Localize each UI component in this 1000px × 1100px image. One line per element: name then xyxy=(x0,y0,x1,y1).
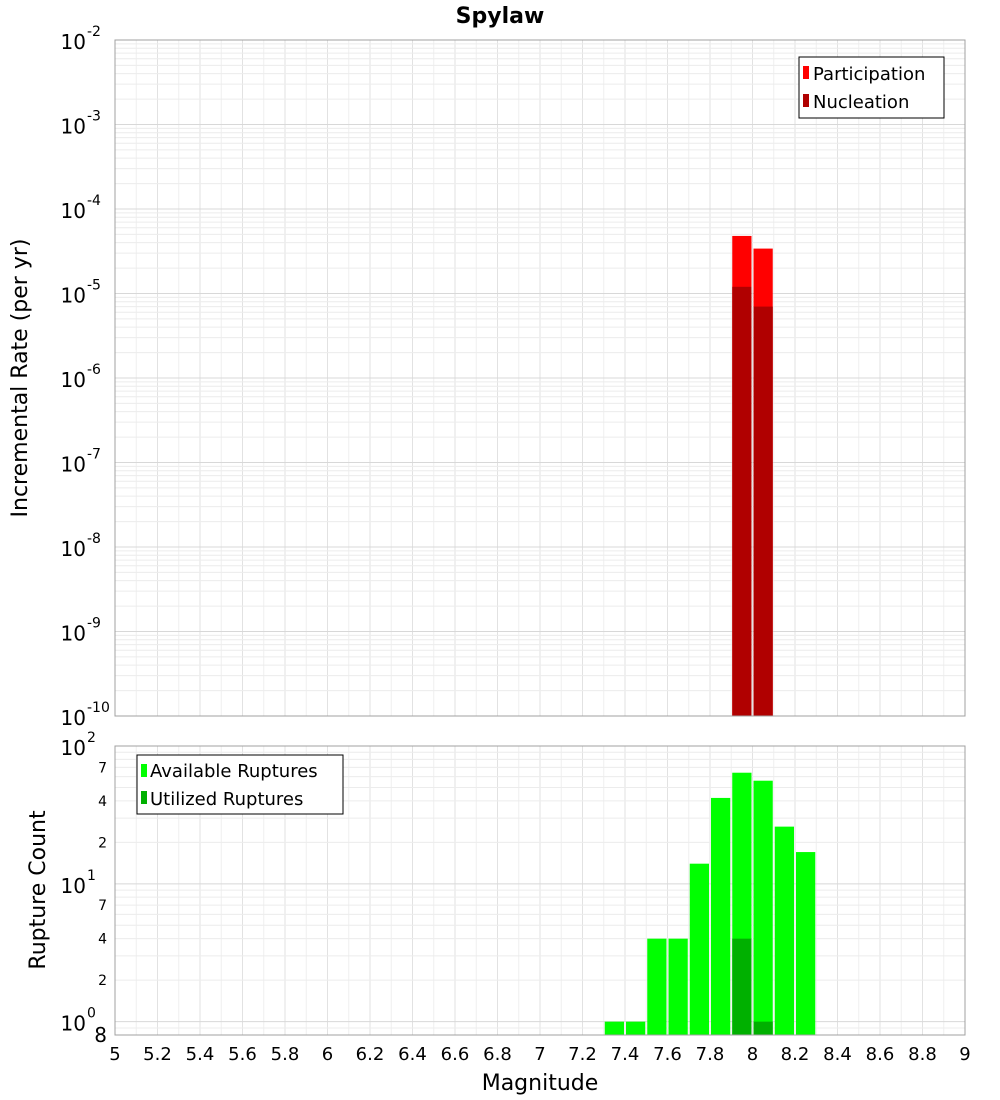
legend-nucleation-label: Nucleation xyxy=(813,92,909,113)
y-tick-label: 10 xyxy=(61,1012,86,1036)
x-tick-label: 8 xyxy=(747,1044,758,1065)
chart-title: Spylaw xyxy=(456,4,545,29)
rupture-bar-available-ruptures xyxy=(647,938,667,1035)
rupture-bar-available-ruptures xyxy=(626,1021,646,1035)
x-tick-label: 8.4 xyxy=(823,1044,852,1065)
x-tick-label: 5.4 xyxy=(186,1044,215,1065)
rupture-plot-border xyxy=(114,745,966,1036)
x-tick-label: 7.2 xyxy=(568,1044,597,1065)
x-tick-label: 8.8 xyxy=(908,1044,937,1065)
y-tick-exponent: -9 xyxy=(87,616,101,632)
x-tick-label: 6.2 xyxy=(356,1044,385,1065)
y-minor-tick-label: 2 xyxy=(98,835,107,851)
x-tick-label: 8.6 xyxy=(866,1044,895,1065)
y-tick-label: 10 xyxy=(61,115,86,139)
rate-chart: Spylaw 10-1010-910-810-710-610-510-410-3… xyxy=(8,4,966,730)
rate-grid xyxy=(114,39,966,717)
y-minor-tick-label: 7 xyxy=(98,898,107,914)
y-minor-tick-label: 7 xyxy=(98,760,107,776)
x-tick-label: 5 xyxy=(109,1044,120,1065)
legend-nucleation-swatch xyxy=(803,94,809,107)
y-minor-tick-label: 2 xyxy=(98,973,107,989)
legend-available-label: Available Ruptures xyxy=(150,761,318,782)
y-tick-exponent: -4 xyxy=(87,193,101,209)
rupture-bar-available-ruptures xyxy=(711,797,731,1035)
legend-available-swatch xyxy=(141,764,147,777)
y-tick-label: 10 xyxy=(61,622,86,646)
x-tick-label: 9 xyxy=(959,1044,970,1065)
y-tick-exponent: -10 xyxy=(87,700,110,716)
rupture-bar-available-ruptures xyxy=(753,780,773,1035)
x-tick-label: 6 xyxy=(322,1044,333,1065)
rate-y-axis-label: Incremental Rate (per yr) xyxy=(8,239,33,518)
rupture-y-axis-label: Rupture Count xyxy=(26,810,51,970)
x-tick-label: 8.2 xyxy=(781,1044,810,1065)
rupture-bar-available-ruptures xyxy=(604,1021,624,1035)
y-tick-exponent: 0 xyxy=(87,1006,96,1022)
y-tick-label: 10 xyxy=(61,736,86,760)
x-tick-label: 7 xyxy=(534,1044,545,1065)
x-tick-label: 5.2 xyxy=(143,1044,172,1065)
y-tick-label: 10 xyxy=(61,453,86,477)
rate-plot-border xyxy=(114,39,966,717)
x-ticks: 5 5.2 5.4 5.6 5.8 6 6.2 6.4 6.6 6.8 7 7.2 7.4 7.6 7.8 8… xyxy=(109,1044,970,1065)
y-minor-tick-label: 4 xyxy=(98,932,107,948)
legend-participation-label: Participation xyxy=(813,64,925,85)
x-tick-label: 7.8 xyxy=(696,1044,725,1065)
y-tick-exponent: -7 xyxy=(87,447,101,463)
x-tick-label: 5.8 xyxy=(271,1044,300,1065)
x-axis-label: Magnitude xyxy=(482,1071,599,1096)
rate-legend: Participation Nucleation xyxy=(798,56,945,119)
y-tick-label: 10 xyxy=(61,30,86,54)
rupture-bars xyxy=(604,772,816,1035)
x-tick-label: 7.4 xyxy=(611,1044,640,1065)
y-tick-label: 10 xyxy=(61,537,86,561)
x-tick-label: 6.4 xyxy=(398,1044,427,1065)
rupture-bar-available-ruptures xyxy=(774,826,794,1035)
x-tick-label: 7.6 xyxy=(653,1044,682,1065)
y-minor-tick-label: 8 xyxy=(94,1023,107,1047)
x-tick-label: 6.8 xyxy=(483,1044,512,1065)
y-tick-exponent: -3 xyxy=(87,109,101,125)
legend-utilized-label: Utilized Ruptures xyxy=(150,789,303,810)
y-tick-exponent: -8 xyxy=(87,531,101,547)
y-tick-label: 10 xyxy=(61,284,86,308)
y-tick-exponent: 1 xyxy=(87,868,96,884)
y-minor-tick-label: 4 xyxy=(98,794,107,810)
rupture-legend: Available Ruptures Utilized Ruptures xyxy=(136,754,344,815)
y-tick-label: 10 xyxy=(61,368,86,392)
rate-bars xyxy=(732,235,773,716)
rate-legend-box xyxy=(798,56,945,119)
y-tick-exponent: -2 xyxy=(87,24,101,40)
y-tick-exponent: 2 xyxy=(87,730,96,746)
rupture-bar-available-ruptures xyxy=(796,852,816,1035)
y-tick-exponent: -5 xyxy=(87,278,101,294)
rate-bar-nucleation xyxy=(753,306,773,716)
y-tick-label: 10 xyxy=(61,874,86,898)
y-tick-label: 10 xyxy=(61,706,86,730)
legend-utilized-swatch xyxy=(141,791,147,804)
x-tick-label: 5.6 xyxy=(228,1044,257,1065)
rupture-bar-available-ruptures xyxy=(689,863,709,1035)
rupture-bar-available-ruptures xyxy=(668,938,688,1035)
rate-bar-nucleation xyxy=(732,286,752,716)
legend-participation-swatch xyxy=(803,66,809,79)
y-tick-exponent: -6 xyxy=(87,362,101,378)
y-tick-label: 10 xyxy=(61,199,86,223)
rupture-legend-box xyxy=(136,754,344,815)
rupture-bar-utilized-ruptures xyxy=(732,938,752,1035)
x-tick-label: 6.6 xyxy=(441,1044,470,1065)
rupture-bar-utilized-ruptures xyxy=(753,1021,773,1035)
